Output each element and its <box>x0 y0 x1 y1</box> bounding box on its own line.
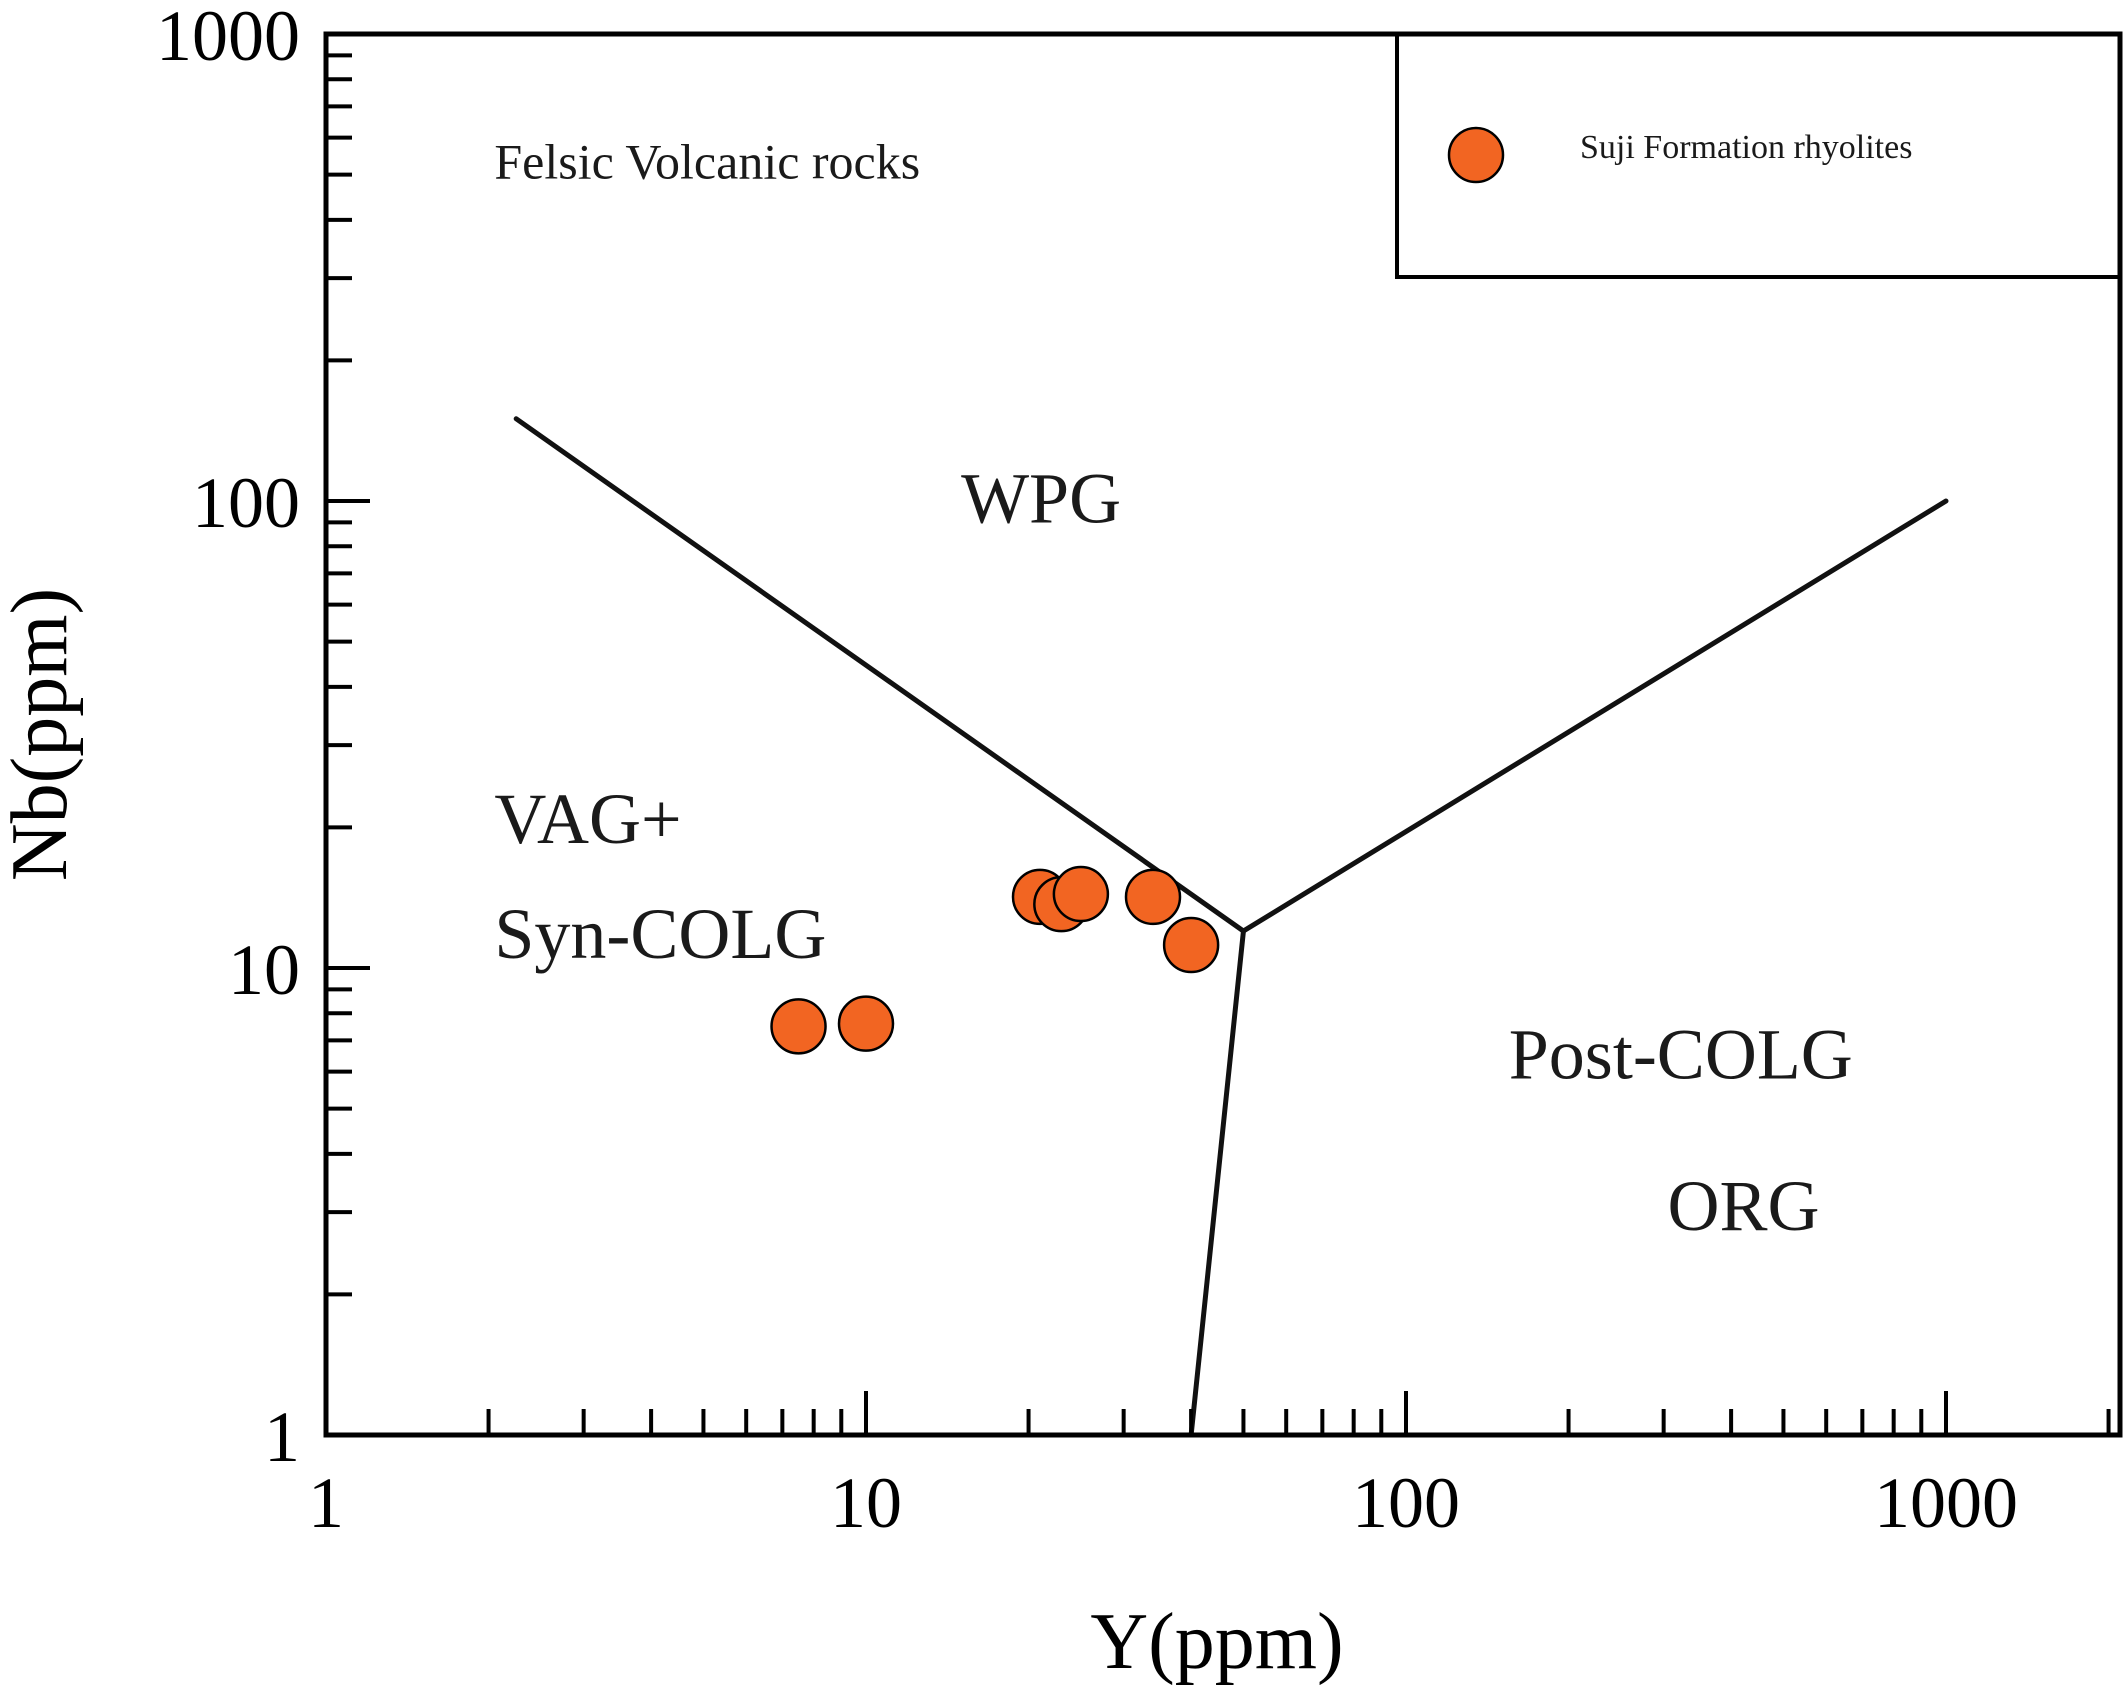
y-tick-label: 100 <box>192 463 300 543</box>
axes: 1 10 100 1000 1 10 100 1000 <box>156 0 2123 1543</box>
y-tick-label: 10 <box>228 930 300 1010</box>
data-point <box>770 998 827 1055</box>
data-point <box>837 995 895 1052</box>
legend-marker <box>1447 126 1505 184</box>
y-axis-title: Nb(ppm) <box>0 588 84 881</box>
field-label: WPG <box>961 458 1121 538</box>
y-axis-tick-labels: 1 10 100 1000 <box>156 0 300 1477</box>
y-tick-label: 1 <box>264 1397 300 1477</box>
data-point <box>1162 916 1220 974</box>
legend-label: Suji Formation rhyolites <box>1580 129 1912 166</box>
data-point <box>1052 865 1110 923</box>
data-point <box>1124 868 1182 926</box>
x-tick-label: 1 <box>308 1463 344 1543</box>
y-tick-label: 1000 <box>156 0 300 76</box>
x-axis-ticks <box>324 1391 2111 1435</box>
plot-frame <box>323 31 2123 1438</box>
boundary-line <box>1240 498 1949 934</box>
x-tick-label: 100 <box>1352 1463 1460 1543</box>
legend: Suji Formation rhyolites <box>1395 32 2122 279</box>
field-boundaries <box>513 416 1949 1438</box>
field-labels: Felsic Volcanic rocks WPG VAG+ Syn-COLG Post… <box>494 134 1852 1246</box>
y-axis-ticks <box>326 53 370 1437</box>
field-label: ORG <box>1668 1166 1820 1246</box>
field-label: Post-COLG <box>1509 1014 1853 1094</box>
x-tick-label: 10 <box>830 1463 902 1543</box>
x-axis-title: Y(ppm) <box>1090 1598 1343 1686</box>
boundary-line <box>1188 928 1246 1438</box>
field-label: Felsic Volcanic rocks <box>494 134 920 190</box>
field-label: VAG+ <box>494 779 681 859</box>
field-label: Syn-COLG <box>494 894 826 974</box>
data-points <box>770 865 1220 1055</box>
x-tick-label: 1000 <box>1874 1463 2018 1543</box>
boundary-line <box>513 416 1246 934</box>
x-axis-tick-labels: 1 10 100 1000 <box>308 1463 2018 1543</box>
